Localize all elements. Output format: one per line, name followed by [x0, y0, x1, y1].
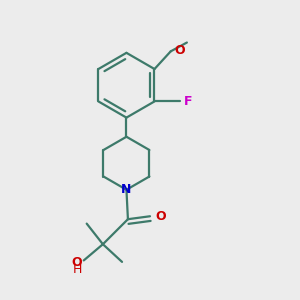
Text: N: N — [121, 183, 132, 196]
Text: O: O — [155, 210, 166, 223]
Text: O: O — [72, 256, 82, 269]
Text: O: O — [174, 44, 185, 57]
Text: F: F — [184, 95, 192, 108]
Text: H: H — [73, 263, 82, 276]
